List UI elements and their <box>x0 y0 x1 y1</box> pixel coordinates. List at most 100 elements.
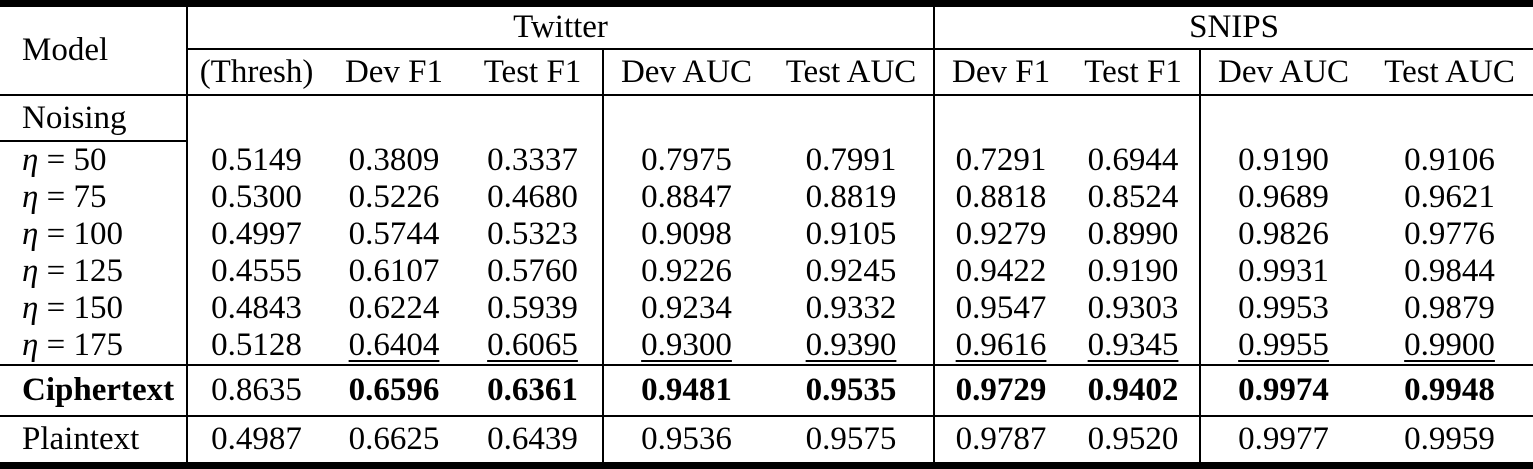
value-cell: 0.5226 <box>348 179 440 215</box>
col-header-twitter-thresh: (Thresh) <box>187 49 325 96</box>
value-cell: 0.9535 <box>769 365 936 417</box>
table-row-eta-50: η = 50 0.5149 0.3809 0.3337 0.7975 0.799… <box>0 141 1533 179</box>
value-cell: 0.9226 <box>641 253 732 289</box>
value-cell: 0.4843 <box>211 290 302 326</box>
value-cell: 0.9520 <box>1067 416 1202 466</box>
row-label: η = 175 <box>0 327 188 366</box>
value-cell: 0.9190 <box>1067 253 1202 290</box>
value-cell: 0.9105 <box>769 216 936 253</box>
section-spacer <box>934 95 1202 141</box>
table-row-eta-100: η = 100 0.4997 0.5744 0.5323 0.9098 0.91… <box>0 216 1533 253</box>
section-row-noising: Noising <box>0 95 1533 142</box>
value-cell: 0.9787 <box>955 421 1047 457</box>
section-spacer <box>187 95 604 141</box>
value-cell: 0.3337 <box>463 141 604 179</box>
value-cell: 0.8818 <box>955 179 1047 215</box>
col-header-snips-dev-f1: Dev F1 <box>934 49 1068 96</box>
value-cell: 0.9345 <box>1067 327 1202 366</box>
group-header-snips: SNIPS <box>934 3 1533 50</box>
value-cell: 0.8990 <box>1067 216 1202 253</box>
value-cell: 0.6944 <box>1067 141 1202 179</box>
col-header-twitter-dev-f1: Dev F1 <box>325 49 463 96</box>
value-cell: 0.5744 <box>348 216 440 252</box>
value-cell: 0.9900 <box>1366 327 1533 366</box>
header-row-groups: Model Twitter SNIPS <box>0 3 1533 96</box>
value-cell: 0.8524 <box>1067 179 1202 216</box>
table-row-eta-75: η = 75 0.5300 0.5226 0.4680 0.8847 0.881… <box>0 179 1533 216</box>
value-cell: 0.6404 <box>325 327 463 366</box>
value-cell: 0.6361 <box>463 365 604 417</box>
value-cell: 0.6107 <box>348 253 440 289</box>
value-cell: 0.9974 <box>1200 365 1367 417</box>
value-cell: 0.9422 <box>955 253 1047 289</box>
value-cell: 0.7991 <box>769 141 936 179</box>
corner-header-model: Model <box>0 3 188 96</box>
section-label: Noising <box>0 95 188 142</box>
value-cell: 0.9948 <box>1366 365 1533 417</box>
col-header-snips-dev-auc: Dev AUC <box>1200 49 1367 96</box>
value-cell: 0.9098 <box>641 216 732 252</box>
value-cell: 0.6625 <box>348 421 440 457</box>
value-cell: 0.4997 <box>211 216 302 252</box>
value-cell: 0.9402 <box>1067 365 1202 417</box>
value-cell: 0.9826 <box>1238 216 1329 252</box>
value-cell: 0.9234 <box>641 290 732 326</box>
value-cell: 0.7291 <box>955 141 1047 178</box>
value-cell: 0.9481 <box>603 365 769 417</box>
value-cell: 0.8819 <box>769 179 936 216</box>
value-cell: 0.9931 <box>1238 253 1329 289</box>
value-cell: 0.5300 <box>211 179 302 215</box>
table-row-ciphertext: Ciphertext 0.8635 0.6596 0.6361 0.9481 0… <box>0 365 1533 417</box>
value-cell: 0.6224 <box>348 290 440 326</box>
value-cell: 0.5128 <box>187 327 325 366</box>
row-label: η = 100 <box>0 216 188 253</box>
row-label: η = 150 <box>0 290 188 327</box>
row-label: η = 75 <box>0 179 188 216</box>
value-cell: 0.9575 <box>769 416 936 466</box>
value-cell: 0.9977 <box>1238 421 1329 457</box>
value-cell: 0.9303 <box>1067 290 1202 327</box>
col-header-snips-test-f1: Test F1 <box>1067 49 1202 96</box>
value-cell: 0.8635 <box>187 365 325 417</box>
col-header-twitter-test-auc: Test AUC <box>769 49 936 96</box>
value-cell: 0.5149 <box>211 141 302 178</box>
group-header-twitter: Twitter <box>187 3 936 50</box>
value-cell: 0.9776 <box>1404 216 1495 252</box>
table-row-plaintext: Plaintext 0.4987 0.6625 0.6439 0.9536 0.… <box>0 416 1533 466</box>
row-label: Ciphertext <box>0 365 188 417</box>
value-cell: 0.9245 <box>769 253 936 290</box>
value-cell: 0.9536 <box>641 421 732 457</box>
value-cell: 0.6439 <box>463 416 604 466</box>
value-cell: 0.9106 <box>1404 141 1495 178</box>
value-cell: 0.9332 <box>769 290 936 327</box>
row-label: η = 50 <box>0 141 188 179</box>
value-cell: 0.9879 <box>1404 290 1495 326</box>
table-row-eta-125: η = 125 0.4555 0.6107 0.5760 0.9226 0.92… <box>0 253 1533 290</box>
table-row-eta-150: η = 150 0.4843 0.6224 0.5939 0.9234 0.93… <box>0 290 1533 327</box>
value-cell: 0.5939 <box>463 290 604 327</box>
value-cell: 0.5323 <box>463 216 604 253</box>
value-cell: 0.6596 <box>325 365 463 417</box>
table-row-eta-175: η = 175 0.5128 0.6404 0.6065 0.9300 0.93… <box>0 327 1533 366</box>
value-cell: 0.9547 <box>955 290 1047 326</box>
value-cell: 0.9959 <box>1404 421 1495 457</box>
value-cell: 0.7975 <box>641 141 732 178</box>
col-header-twitter-dev-auc: Dev AUC <box>603 49 769 96</box>
value-cell: 0.9844 <box>1404 253 1495 289</box>
value-cell: 0.6065 <box>463 327 604 366</box>
value-cell: 0.9621 <box>1404 179 1495 215</box>
value-cell: 0.3809 <box>348 141 440 178</box>
value-cell: 0.9390 <box>769 327 936 366</box>
value-cell: 0.9279 <box>955 216 1047 252</box>
value-cell: 0.8847 <box>641 179 732 215</box>
section-spacer <box>1200 95 1533 141</box>
row-label: Plaintext <box>0 416 188 466</box>
value-cell: 0.5760 <box>463 253 604 290</box>
value-cell: 0.9953 <box>1238 290 1329 326</box>
section-spacer <box>603 95 936 141</box>
row-label: η = 125 <box>0 253 188 290</box>
col-header-twitter-test-f1: Test F1 <box>463 49 604 96</box>
value-cell: 0.9955 <box>1200 327 1367 366</box>
value-cell: 0.9300 <box>603 327 769 366</box>
